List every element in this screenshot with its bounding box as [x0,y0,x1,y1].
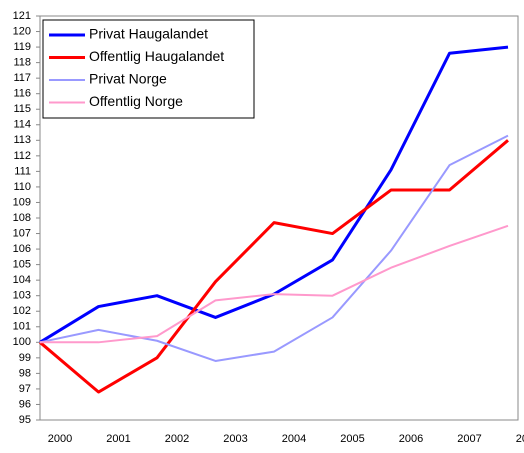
series-line [39,139,509,394]
series-line [39,134,509,362]
x-tick-label: 2005 [340,433,364,445]
legend-label: Privat Norge [89,71,167,87]
y-tick-label: 113 [13,134,31,146]
y-tick-label: 115 [13,103,31,115]
y-tick-label: 100 [13,336,31,348]
y-tick-label: 119 [13,41,31,53]
x-tick-label: 2002 [165,433,189,445]
x-tick-label: 2003 [223,433,247,445]
x-tick-label: 2000 [48,433,72,445]
y-tick-label: 104 [13,274,31,286]
y-tick-label: 96 [19,398,31,410]
y-tick-label: 112 [13,150,31,162]
y-tick-label: 108 [13,212,31,224]
y-tick-label: 95 [19,414,31,426]
y-tick-label: 114 [13,119,31,131]
y-tick-label: 102 [13,305,31,317]
y-tick-label: 109 [13,196,31,208]
y-tick-label: 116 [13,88,31,100]
y-tick-label: 105 [13,259,31,271]
legend: Privat Haugalandet Offentlig Haugalandet P… [42,19,255,119]
x-tick-label: 2007 [457,433,481,445]
y-tick-label: 103 [13,290,31,302]
y-tick-label: 99 [19,352,31,364]
y-tick-label: 121 [13,10,31,22]
x-tick-label: 2004 [282,433,306,445]
y-tick-label: 97 [19,383,31,395]
y-tick-label: 106 [13,243,31,255]
x-tick-label: 2006 [399,433,423,445]
series-line [40,224,509,344]
x-tick-label: 2001 [106,433,130,445]
y-tick-label: 107 [13,227,31,239]
y-tick-label: 117 [13,72,31,84]
y-tick-label: 111 [14,165,31,177]
x-tick-label: 2008 [516,433,524,445]
legend-label: Offentlig Norge [89,93,183,109]
y-tick-label: 101 [13,321,31,333]
legend-label: Offentlig Haugalandet [89,48,224,64]
y-tick-label: 120 [13,25,31,37]
y-tick-label: 98 [19,367,31,379]
y-tick-label: 110 [13,181,31,193]
y-tick-label: 118 [13,57,31,69]
legend-label: Privat Haugalandet [89,26,208,42]
